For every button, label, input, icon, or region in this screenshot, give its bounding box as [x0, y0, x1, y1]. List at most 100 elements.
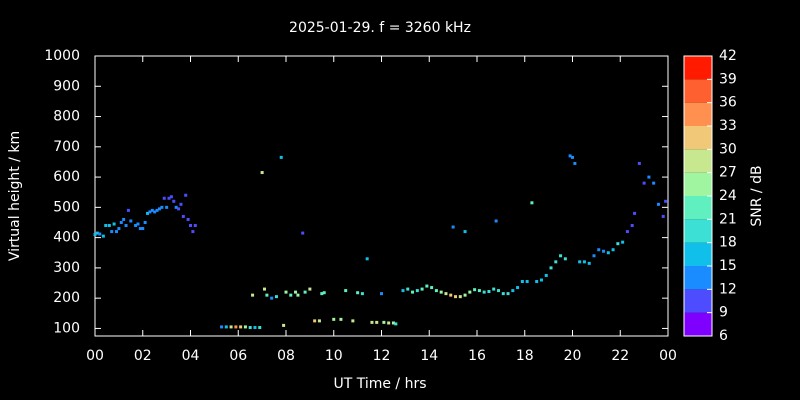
point: [243, 325, 247, 329]
point: [525, 280, 529, 284]
point: [430, 286, 434, 290]
point: [136, 222, 140, 226]
point: [501, 292, 505, 296]
point: [122, 217, 126, 221]
x-tick-label: 10: [325, 348, 343, 364]
point: [535, 280, 539, 284]
point: [138, 227, 142, 231]
point: [482, 290, 486, 294]
colorbar-band: [684, 242, 712, 266]
point: [559, 254, 563, 258]
point: [224, 325, 228, 329]
point: [177, 207, 181, 211]
x-tick-label: 18: [516, 348, 534, 364]
point: [155, 208, 159, 212]
point: [169, 195, 173, 199]
point: [571, 155, 574, 159]
point: [625, 230, 629, 234]
point: [387, 321, 391, 325]
point: [454, 295, 458, 299]
point: [544, 273, 548, 277]
point: [134, 224, 138, 228]
point: [165, 205, 169, 209]
point: [260, 171, 264, 175]
x-tick-label: 08: [277, 348, 295, 364]
point: [114, 230, 118, 234]
point: [251, 293, 255, 297]
point: [463, 293, 467, 297]
y-tick-label: 900: [53, 78, 80, 94]
point: [289, 293, 293, 297]
point: [554, 260, 558, 264]
point: [107, 224, 111, 228]
colorbar-tick-label: 15: [719, 258, 737, 274]
point: [382, 320, 386, 324]
x-tick-label: 06: [229, 348, 247, 364]
colorbar-band: [684, 126, 712, 150]
point: [270, 296, 274, 300]
colorbar-tick-label: 18: [719, 235, 737, 251]
point: [220, 325, 224, 329]
point: [420, 287, 424, 291]
point: [439, 290, 443, 294]
y-axis-label: Virtual height / km: [7, 131, 23, 261]
point: [434, 289, 438, 293]
point: [530, 201, 534, 205]
point: [511, 289, 515, 293]
point: [332, 317, 336, 321]
point: [294, 290, 298, 294]
point: [162, 196, 166, 200]
point: [124, 224, 128, 228]
point: [647, 175, 651, 179]
colorbar-band: [684, 102, 712, 126]
point: [320, 292, 324, 296]
point: [375, 320, 379, 324]
point: [449, 293, 453, 297]
colorbar-band: [684, 56, 712, 80]
x-tick-label: 12: [373, 348, 391, 364]
colorbar-band: [684, 289, 712, 313]
colorbar-band: [684, 266, 712, 290]
point: [112, 222, 116, 226]
point: [365, 257, 369, 261]
point: [189, 224, 192, 228]
point: [621, 240, 625, 244]
point: [93, 233, 97, 237]
x-tick-label: 20: [564, 348, 582, 364]
point: [661, 214, 665, 218]
point: [578, 260, 582, 264]
point: [642, 181, 646, 185]
point: [98, 232, 102, 236]
point: [129, 219, 133, 223]
point: [119, 220, 123, 224]
point: [520, 280, 524, 284]
point: [451, 225, 455, 229]
point: [193, 224, 197, 228]
colorbar-tick-label: 42: [719, 48, 737, 64]
point: [516, 286, 520, 290]
colorbar-tick-label: 36: [719, 95, 737, 111]
point: [582, 260, 586, 264]
point: [637, 161, 641, 165]
point: [487, 290, 491, 294]
point: [172, 199, 176, 203]
point: [179, 202, 183, 206]
point: [630, 224, 634, 228]
point: [477, 289, 481, 293]
point: [652, 181, 656, 185]
point: [568, 154, 572, 158]
point: [296, 293, 300, 297]
point: [664, 199, 668, 203]
y-tick-label: 200: [53, 290, 80, 306]
y-tick-label: 800: [53, 109, 80, 125]
point: [104, 224, 108, 228]
point: [391, 321, 395, 325]
point: [322, 291, 326, 295]
point: [303, 290, 307, 294]
point: [263, 287, 267, 291]
point: [167, 196, 171, 200]
point: [143, 220, 147, 224]
point: [339, 317, 343, 321]
point: [415, 289, 419, 293]
